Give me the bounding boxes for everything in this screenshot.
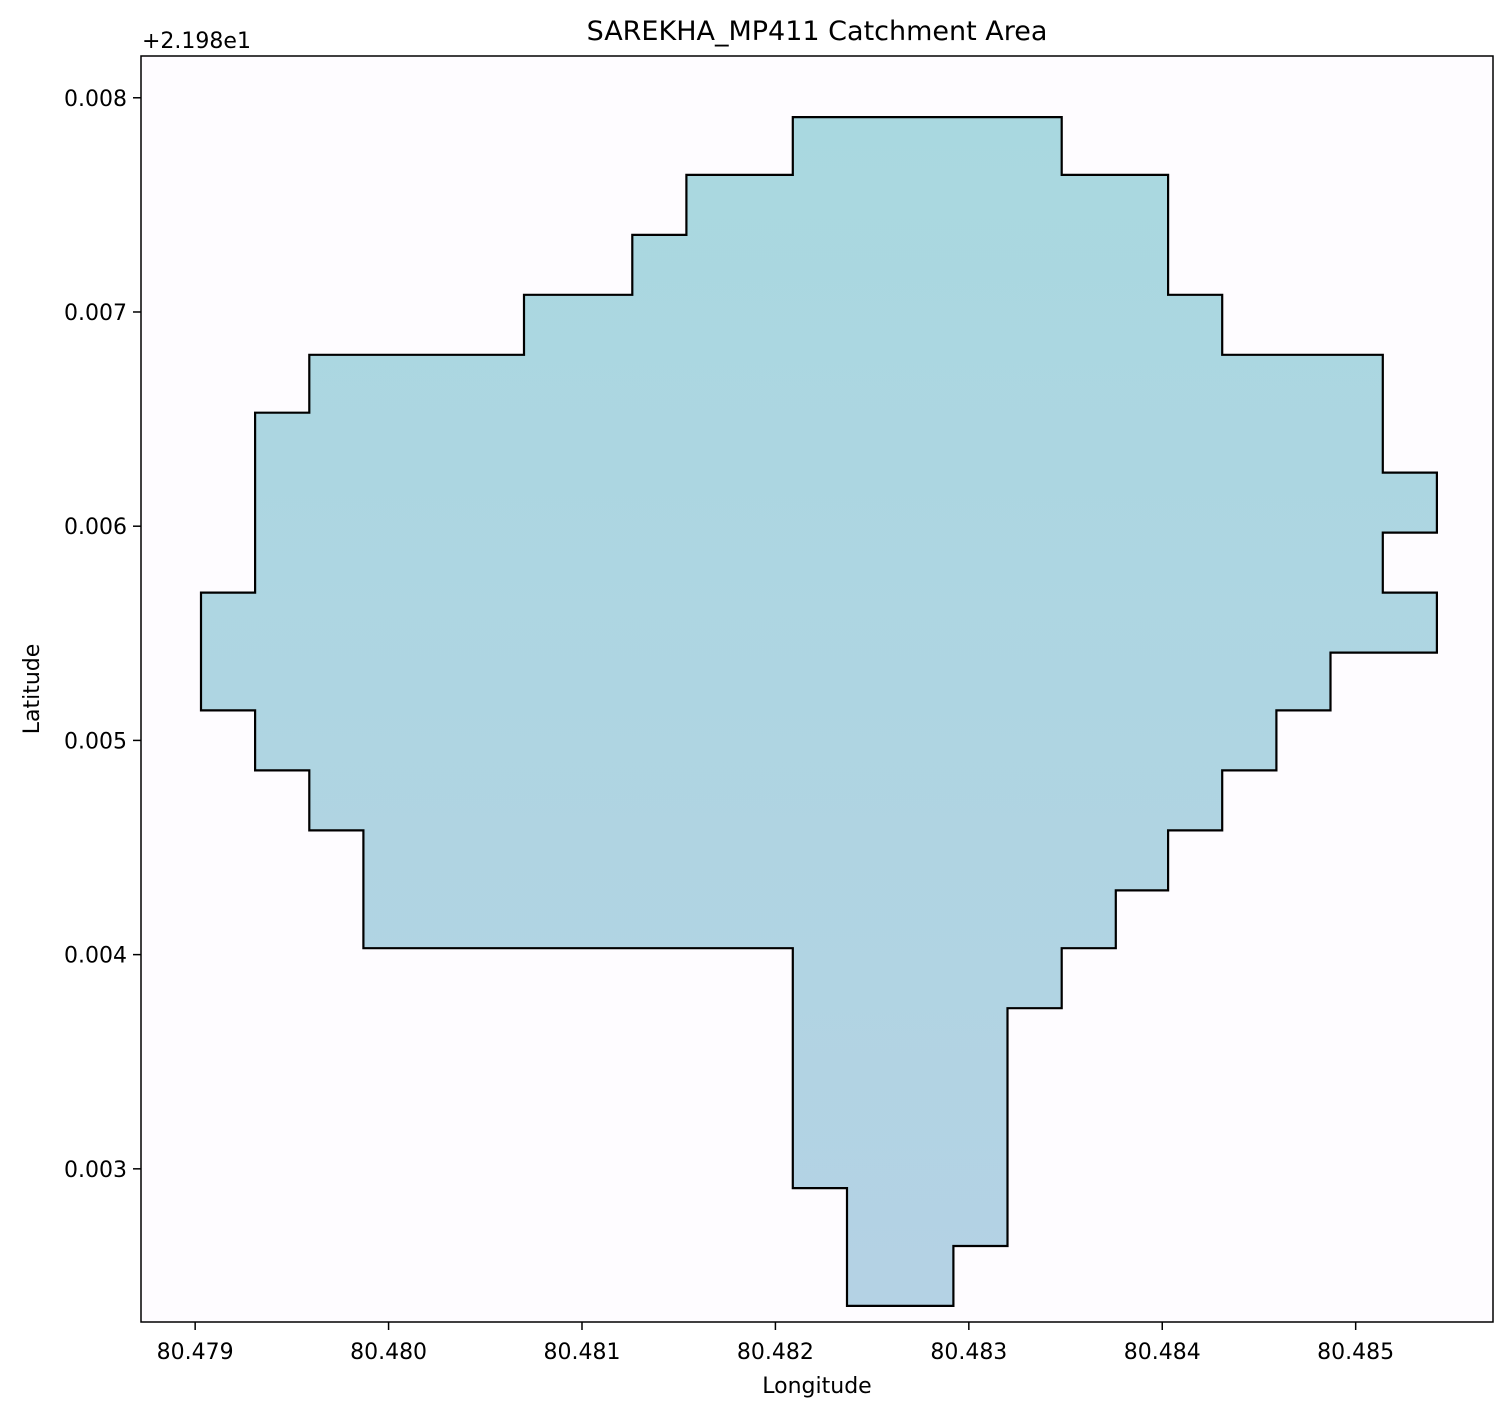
x-axis-label: Longitude bbox=[762, 1374, 871, 1399]
catchment-polygon bbox=[199, 115, 1439, 1308]
x-tick-label: 80.483 bbox=[930, 1340, 1007, 1365]
y-tick-label: 0.006 bbox=[64, 515, 127, 540]
x-tick-label: 80.480 bbox=[350, 1340, 427, 1365]
y-tick-label: 0.007 bbox=[64, 301, 127, 326]
y-tick-label: 0.003 bbox=[64, 1158, 127, 1183]
y-tick-label: 0.008 bbox=[64, 87, 127, 112]
x-tick-label: 80.479 bbox=[157, 1340, 234, 1365]
x-tick-label: 80.485 bbox=[1317, 1340, 1394, 1365]
x-tick-label: 80.482 bbox=[737, 1340, 814, 1365]
x-tick-label: 80.481 bbox=[544, 1340, 621, 1365]
x-axis-ticks: 80.479 80.480 80.481 80.482 80.483 80.484 80.4… bbox=[157, 1322, 1394, 1365]
y-tick-label: 0.005 bbox=[64, 729, 127, 754]
y-axis-label: Latitude bbox=[20, 644, 45, 735]
chart-title: SAREKHA_MP411 Catchment Area bbox=[587, 16, 1048, 47]
y-tick-label: 0.004 bbox=[64, 944, 127, 969]
x-tick-label: 80.484 bbox=[1124, 1340, 1201, 1365]
plot-frame bbox=[140, 55, 1494, 1323]
y-axis-ticks: 0.003 0.004 0.005 0.006 0.007 0.008 bbox=[64, 87, 141, 1183]
y-offset-label: +2.198e1 bbox=[142, 29, 251, 54]
